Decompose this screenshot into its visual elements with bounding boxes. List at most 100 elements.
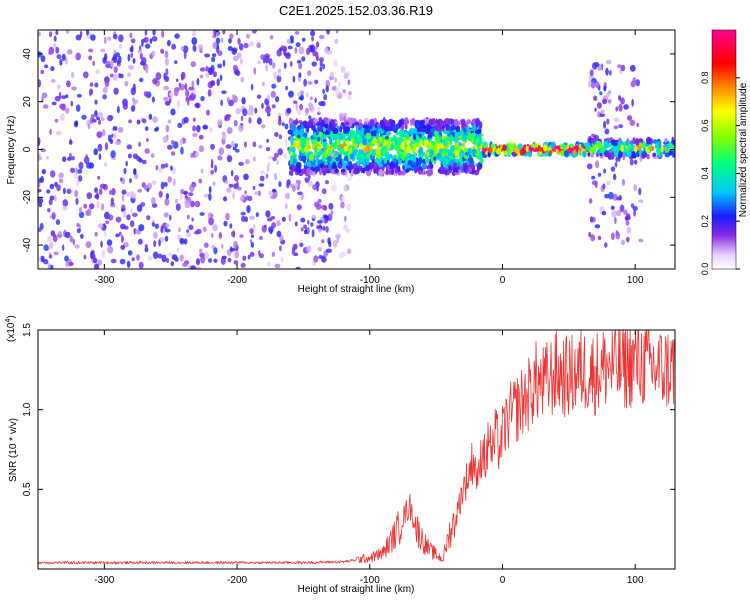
spectrogram-cell [56, 184, 61, 192]
spectrogram-cell [300, 227, 304, 232]
spectrogram-cell [352, 130, 356, 135]
spectrogram-cell [418, 147, 424, 156]
spectrogram-cell [377, 123, 381, 128]
spectrogram-cell [309, 96, 313, 101]
spectrogram-cell [428, 150, 434, 155]
spectrogram-cell [43, 244, 49, 252]
spectrogram-cell [612, 173, 617, 181]
spectrogram-cell [194, 201, 200, 207]
spectrogram-cell [613, 145, 620, 154]
spectrogram-cell [469, 163, 475, 169]
spectrogram-cell [301, 37, 306, 42]
spectrogram-cell [179, 254, 184, 262]
spectrogram-cell [300, 90, 305, 95]
spectrogram-cell [235, 70, 241, 77]
spectrogram-cell [258, 190, 261, 197]
spectrogram-cell [211, 53, 217, 58]
spectrogram-cell [49, 241, 54, 250]
spectrogram-cell [43, 259, 49, 265]
spectrogram-cell [154, 223, 159, 229]
spectrogram-cell [634, 146, 638, 153]
spectrogram-cell [55, 46, 60, 54]
spectrogram-cell [109, 138, 114, 145]
spectrogram-cell [163, 96, 169, 101]
spectrogram-cell [270, 216, 276, 220]
spectrogram-cell [120, 73, 124, 79]
spectrogram-cell [268, 58, 273, 66]
spectrogram-cell [314, 145, 318, 153]
spectrogram-cell [458, 142, 462, 147]
spectrogram-cell [168, 92, 173, 97]
spectrogram-cell [555, 145, 561, 150]
spectrogram-cell [150, 153, 155, 158]
spectrogram-cell [227, 46, 233, 51]
spectrogram-cell [165, 223, 170, 228]
spectrogram-cell [299, 128, 304, 137]
spectrogram-cell [274, 96, 280, 103]
spectrogram-cell [218, 232, 223, 239]
spectrogram-cell [174, 33, 180, 39]
spectrogram-cell [120, 234, 124, 243]
spectrogram-cell [457, 162, 461, 168]
spectrogram-cell [38, 31, 41, 37]
spectrogram-cell [284, 123, 289, 130]
colorbar-tick-label: 0.2 [700, 215, 710, 228]
spectrogram-cell [305, 139, 310, 144]
spectrogram-cell [200, 168, 204, 174]
spectrogram-cell [360, 128, 365, 134]
spectrogram-cell [237, 186, 242, 191]
spectrogram-cell [184, 83, 188, 91]
spectrogram-cell [106, 36, 112, 41]
spectrogram-cell [490, 143, 495, 149]
spectrogram-cell [158, 167, 163, 174]
snr-multiplier-base: (x10 [6, 322, 17, 342]
spectrogram-cell [158, 190, 163, 198]
spectrogram-cell [339, 125, 343, 133]
spectrogram-cell [303, 224, 307, 229]
snr-x-tick-label: 100 [627, 575, 644, 586]
spectrogram-cell [342, 88, 347, 94]
spectrogram-cell [317, 228, 322, 233]
spectrogram-cell [423, 171, 427, 175]
spectrogram-cell [187, 98, 190, 106]
spectrogram-cell [123, 168, 127, 175]
spectrogram-cell [101, 129, 106, 137]
spectrogram-cell [163, 182, 168, 187]
spectrogram-cell [118, 34, 124, 43]
spectrogram-cell [250, 83, 254, 91]
spectrogram-cell [302, 169, 307, 175]
spectrogram-cell [607, 152, 611, 160]
spectrogram-cell [160, 225, 164, 234]
spectrogram-cell [626, 150, 632, 158]
spectrogram-cell [429, 163, 434, 169]
spectrogram-cell [337, 81, 342, 88]
spectrogram-cell [54, 95, 61, 102]
spectrogram-cell [214, 164, 218, 173]
spectrogram-cell [182, 262, 188, 268]
spectrogram-cell [183, 51, 187, 60]
spectrogram-cell [625, 220, 630, 226]
spectrogram-cell [306, 92, 309, 98]
spectrogram-cell [319, 66, 323, 72]
spectrogram-cell [292, 75, 296, 83]
spectrogram-cell [40, 69, 45, 75]
spectrogram-cell [286, 38, 291, 44]
spectrogram-cell [164, 198, 170, 206]
spectrogram-cell [448, 118, 453, 125]
spectrogram-cell [203, 193, 210, 198]
spectrogram-cell [215, 37, 221, 44]
spectrogram-cell [593, 146, 596, 155]
spectrogram-cell [300, 137, 307, 145]
spectrogram-cell [229, 33, 234, 39]
spectrogram-cell [75, 34, 82, 41]
spectrogram-cell [334, 168, 339, 174]
spectrogram-cell [102, 86, 108, 94]
spectrogram-cell [594, 224, 601, 229]
spectrogram-cell [227, 257, 232, 263]
spectrogram-cell [110, 133, 114, 138]
spectrogram-cell [272, 188, 277, 193]
spectrogram-cell [120, 244, 126, 250]
spectrogram-cell [152, 30, 156, 36]
spectrogram-cell [100, 240, 103, 248]
spectrogram-cell [291, 122, 295, 131]
